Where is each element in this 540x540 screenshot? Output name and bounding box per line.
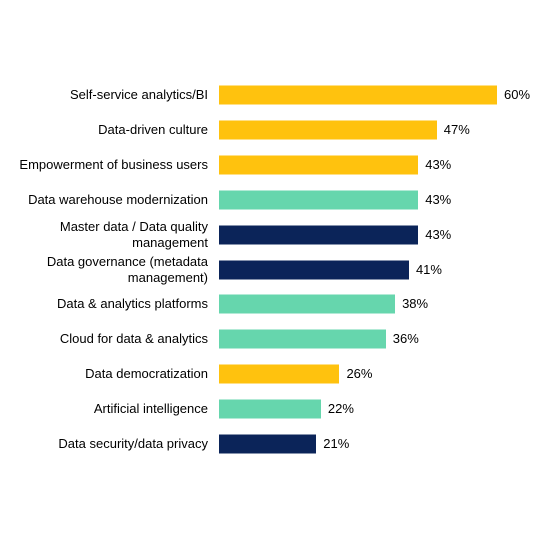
bar: [219, 434, 317, 454]
bar: [219, 155, 419, 175]
bar: [219, 260, 409, 279]
bar: [219, 294, 396, 314]
category-label: Self-service analytics/BI: [70, 87, 208, 102]
bar: [219, 225, 419, 245]
value-label: 36%: [392, 331, 419, 347]
bar: [219, 120, 437, 140]
category-label: Data democratization: [85, 366, 208, 382]
value-label: 41%: [415, 261, 442, 277]
value-label: 43%: [425, 191, 452, 207]
value-label: 47%: [443, 121, 470, 137]
bar: [219, 399, 321, 419]
value-label: 38%: [402, 296, 429, 312]
bar: [219, 85, 497, 105]
category-label: Master data / Data quality management: [59, 218, 208, 250]
category-label: Data-driven culture: [98, 121, 208, 137]
value-label: 22%: [327, 401, 354, 417]
category-label: Empowerment of business users: [19, 156, 208, 172]
category-label: Cloud for data & analytics: [59, 331, 208, 347]
category-label: Artificial intelligence: [93, 401, 208, 417]
category-label: Data warehouse modernization: [28, 191, 208, 207]
value-label: 60%: [504, 87, 531, 102]
value-label: 43%: [425, 226, 452, 242]
bar: [219, 190, 419, 210]
value-label: 43%: [425, 156, 452, 172]
bar: [219, 329, 386, 349]
bar: [219, 364, 340, 384]
value-label: 26%: [346, 366, 373, 382]
value-label: 21%: [323, 436, 350, 451]
category-label: Data & analytics platforms: [56, 296, 208, 312]
category-label: Data security/data privacy: [58, 436, 208, 451]
category-label: Data governance (metadata management): [46, 253, 208, 285]
